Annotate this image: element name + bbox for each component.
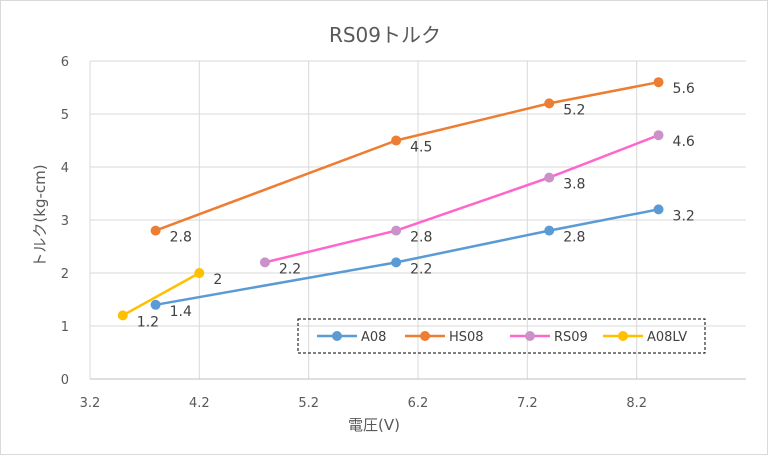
- series-rs09: 2.2 2.8 3.8 4.6: [259, 130, 695, 277]
- x-tick-label: 5.2: [298, 396, 319, 411]
- series-hs08: 2.8 4.5 5.2 5.6: [150, 77, 695, 246]
- y-tick-label: 6: [61, 55, 69, 70]
- data-point-a08: [150, 299, 161, 310]
- data-point-hs08: [653, 77, 664, 88]
- x-axis-label: 電圧(V): [348, 416, 400, 434]
- y-tick-label: 4: [61, 161, 69, 176]
- data-point-a08: [653, 204, 664, 215]
- data-point-hs08: [544, 98, 555, 109]
- data-label-a08: 2.8: [563, 230, 585, 246]
- data-point-a08: [544, 225, 555, 236]
- axes: [89, 61, 746, 380]
- series-line-hs08: [155, 80, 659, 232]
- y-tick-label: 5: [61, 108, 69, 123]
- data-label-a08lv: 2: [213, 272, 222, 288]
- legend-marker-rs09: [525, 331, 535, 341]
- y-tick-labels: 0 1 2 3 4 5 6: [61, 55, 69, 388]
- x-tick-label: 8.2: [626, 396, 647, 411]
- data-point-rs09: [653, 130, 664, 141]
- data-point-a08: [391, 257, 402, 268]
- y-tick-label: 1: [61, 320, 69, 335]
- y-axis-label: トルク(kg-cm): [31, 164, 49, 267]
- data-label-rs09: 2.2: [279, 261, 301, 277]
- series-a08lv: 1.22: [117, 268, 222, 330]
- series-group: 1.42.22.83.22.84.55.25.62.22.83.84.61.22: [117, 77, 695, 330]
- data-label-a08: 3.2: [673, 208, 695, 224]
- legend-label-hs08: HS08: [449, 330, 484, 345]
- data-point-hs08: [391, 135, 402, 146]
- series-line-a08lv: [122, 271, 200, 317]
- legend-label-a08lv: A08LV: [647, 330, 687, 345]
- data-point-rs09: [544, 172, 555, 183]
- legend-marker-hs08: [420, 331, 430, 341]
- data-label-a08lv: 1.2: [137, 314, 159, 330]
- legend: A08 HS08 RS09 A08LV: [297, 318, 706, 354]
- data-label-hs08: 5.6: [673, 81, 695, 97]
- x-tick-label: 6.2: [408, 396, 429, 411]
- data-point-a08lv: [117, 310, 128, 321]
- data-point-rs09: [259, 257, 270, 268]
- data-label-rs09: 3.8: [563, 177, 585, 193]
- data-label-a08: 2.2: [410, 261, 432, 277]
- data-label-rs09: 2.8: [410, 230, 432, 246]
- x-tick-label: 4.2: [189, 396, 210, 411]
- legend-box: [297, 318, 706, 354]
- y-tick-label: 3: [61, 214, 69, 229]
- chart-title: RS09トルク: [329, 23, 441, 47]
- y-tick-label: 2: [61, 267, 69, 282]
- legend-marker-a08: [332, 331, 342, 341]
- series-line-a08: [155, 208, 659, 307]
- x-tick-label: 3.2: [80, 396, 101, 411]
- data-point-rs09: [391, 225, 402, 236]
- legend-label-rs09: RS09: [554, 330, 588, 345]
- data-label-rs09: 4.6: [673, 134, 695, 150]
- legend-label-a08: A08: [361, 330, 386, 345]
- x-tick-labels: 3.2 4.2 5.2 6.2 7.2 8.2: [80, 396, 647, 411]
- series-a08: 1.4 2.2 2.8 3.2: [150, 204, 695, 320]
- series-line-rs09: [264, 134, 659, 264]
- legend-marker-a08lv: [618, 331, 628, 341]
- data-label-hs08: 5.2: [563, 102, 585, 118]
- data-label-hs08: 4.5: [410, 140, 432, 156]
- y-tick-label: 0: [61, 373, 69, 388]
- data-point-hs08: [150, 225, 161, 236]
- data-label-hs08: 2.8: [170, 230, 192, 246]
- data-label-a08: 1.4: [170, 304, 192, 320]
- data-point-a08lv: [194, 268, 205, 278]
- x-tick-label: 7.2: [517, 396, 538, 411]
